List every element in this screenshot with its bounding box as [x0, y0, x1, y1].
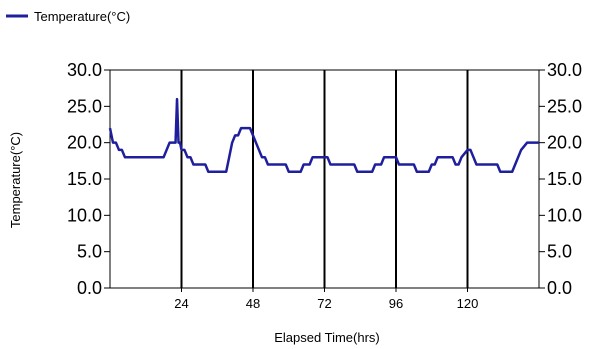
x-axis-title: Elapsed Time(hrs): [274, 330, 379, 345]
y-tick-label-right: 15.0: [547, 169, 582, 189]
x-tick-label: 72: [317, 296, 331, 311]
x-tick-label: 96: [389, 296, 403, 311]
series-line-temperature: [108, 97, 539, 173]
y-tick-label-right: 20.0: [547, 133, 582, 153]
y-tick-label-right: 0.0: [547, 278, 572, 298]
y-tick-label-left: 0.0: [77, 278, 102, 298]
grid-lines: [180, 70, 469, 288]
y-tick-label-left: 5.0: [77, 242, 102, 262]
legend: Temperature(°C): [6, 9, 130, 24]
y-tick-label-right: 30.0: [547, 60, 582, 80]
y-axis-title: Temperature(°C): [8, 132, 23, 228]
y-tick-label-right: 25.0: [547, 96, 582, 116]
y-tick-label-left: 30.0: [67, 60, 102, 80]
y-axis-right: 0.0 5.0 10.0 15.0 20.0 25.0 30.0: [539, 60, 582, 298]
x-tick-label: 48: [246, 296, 260, 311]
y-tick-label-left: 25.0: [67, 96, 102, 116]
series-group: [108, 97, 539, 173]
x-tick-label: 120: [457, 296, 479, 311]
y-tick-label-left: 15.0: [67, 169, 102, 189]
y-tick-label-left: 10.0: [67, 205, 102, 225]
legend-label: Temperature(°C): [34, 9, 130, 24]
y-tick-label-right: 10.0: [547, 205, 582, 225]
x-tick-label: 24: [174, 296, 188, 311]
y-tick-label-left: 20.0: [67, 133, 102, 153]
y-axis-left: 0.0 5.0 10.0 15.0 20.0 25.0 30.0: [67, 60, 110, 298]
x-axis: 24 48 72 96 120: [174, 288, 478, 311]
y-tick-label-right: 5.0: [547, 242, 572, 262]
